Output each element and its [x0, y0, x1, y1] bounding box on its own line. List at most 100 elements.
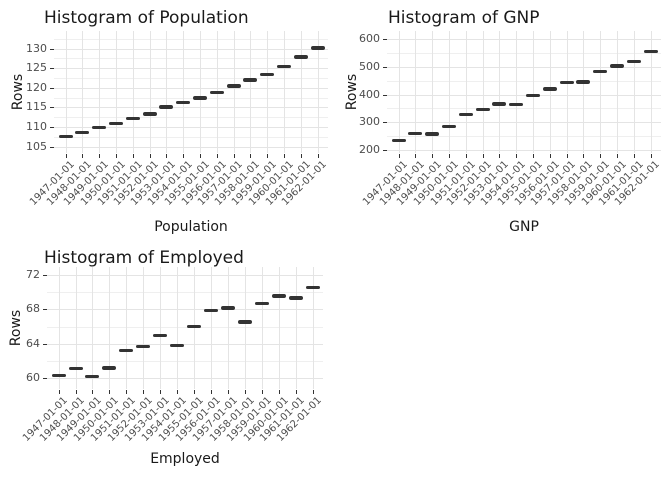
gridline-y-major [54, 126, 328, 128]
gridline-x-major [532, 31, 534, 153]
data-mark [276, 64, 291, 69]
gridline-y-minor [54, 58, 328, 60]
gridline-x-major [143, 267, 145, 389]
data-mark [119, 348, 134, 353]
gridline-x-major [566, 31, 568, 153]
x-axis-tick [82, 154, 84, 158]
x-axis-tick [650, 154, 652, 158]
gridline-x-major [75, 267, 77, 389]
y-tick-label: 105 [26, 139, 47, 153]
x-axis-tick [244, 390, 246, 394]
gridline-x-major [149, 31, 151, 153]
gridline-y-major [387, 39, 661, 40]
data-mark [254, 302, 269, 306]
gridline-x-major [58, 267, 60, 389]
gridline-x-major [633, 31, 635, 153]
x-axis-tick [465, 154, 467, 158]
y-axis-title: Rows [8, 309, 24, 347]
data-mark [475, 107, 490, 111]
gridline-y-minor [387, 108, 661, 110]
data-mark [391, 138, 406, 143]
gridline-y-minor [54, 136, 328, 138]
gridline-x-major [199, 31, 201, 153]
y-axis-tick [50, 87, 54, 89]
x-axis-tick [58, 390, 60, 394]
y-axis-tick [383, 94, 387, 96]
x-axis-tick [143, 390, 145, 394]
data-mark [226, 84, 241, 88]
x-axis-tick [166, 154, 168, 158]
gridline-x-major [210, 267, 212, 389]
x-axis-tick [115, 154, 117, 158]
x-axis-tick [633, 154, 635, 158]
data-mark [237, 320, 252, 324]
data-mark [176, 100, 191, 105]
x-axis-tick [267, 154, 269, 158]
data-mark [425, 132, 440, 136]
x-axis-tick [109, 390, 111, 394]
gridline-x-major [448, 31, 450, 153]
y-tick-label: 68 [26, 302, 40, 316]
gridline-x-major [650, 31, 652, 153]
data-mark [203, 308, 218, 313]
gridline-y-minor [47, 326, 323, 328]
data-mark [58, 134, 73, 138]
data-mark [509, 103, 524, 107]
x-axis-tick [210, 390, 212, 394]
x-axis-tick [194, 390, 196, 394]
x-axis-tick [600, 154, 602, 158]
data-mark [220, 306, 235, 310]
gridline-x-major [177, 267, 179, 389]
gridline-x-major [398, 31, 400, 153]
y-tick-label: 600 [359, 31, 380, 45]
x-axis-tick [482, 154, 484, 158]
gridline-x-major [295, 267, 297, 389]
x-axis-tick [233, 154, 235, 158]
y-tick-label: 125 [26, 60, 47, 74]
data-mark [192, 96, 207, 100]
plot-panel [54, 31, 328, 153]
data-mark [643, 49, 658, 54]
gridline-x-major [415, 31, 417, 153]
gridline-y-minor [54, 117, 328, 119]
gridline-x-major [465, 31, 467, 153]
gridline-y-minor [387, 52, 661, 54]
gridline-x-major [499, 31, 501, 153]
gridline-y-major [387, 94, 661, 96]
y-tick-label: 115 [26, 100, 47, 114]
x-axis-tick [300, 154, 302, 158]
gridline-y-major [387, 122, 661, 124]
plot-panel [387, 31, 661, 153]
data-mark [576, 80, 591, 84]
plot-title: Histogram of Population [44, 8, 249, 28]
gridline-y-major [47, 343, 323, 345]
y-axis-title: Rows [344, 73, 360, 111]
y-axis-tick [383, 66, 387, 68]
y-axis-tick [383, 39, 387, 40]
y-axis-tick [383, 150, 387, 151]
gridline-x-major [166, 31, 168, 153]
data-mark [209, 90, 224, 95]
plot-panel [47, 267, 323, 389]
x-axis-tick [415, 154, 417, 158]
data-mark [458, 112, 473, 116]
data-mark [142, 112, 157, 116]
x-axis-tick [317, 154, 319, 158]
x-axis-tick [432, 154, 434, 158]
data-mark [260, 72, 275, 77]
gridline-x-major [132, 31, 134, 153]
gridline-y-major [54, 68, 328, 70]
x-axis-tick [583, 154, 585, 158]
gridline-y-major [54, 146, 328, 148]
x-axis-tick [183, 154, 185, 158]
x-axis-tick [75, 390, 77, 394]
gridline-x-major [82, 31, 84, 153]
gridline-x-major [432, 31, 434, 153]
y-tick-label: 120 [26, 80, 47, 94]
data-mark [408, 131, 423, 136]
x-axis-tick [283, 154, 285, 158]
data-mark [92, 126, 107, 130]
gridline-y-major [54, 48, 328, 50]
y-axis-tick [383, 122, 387, 124]
gridline-x-major [549, 31, 551, 153]
